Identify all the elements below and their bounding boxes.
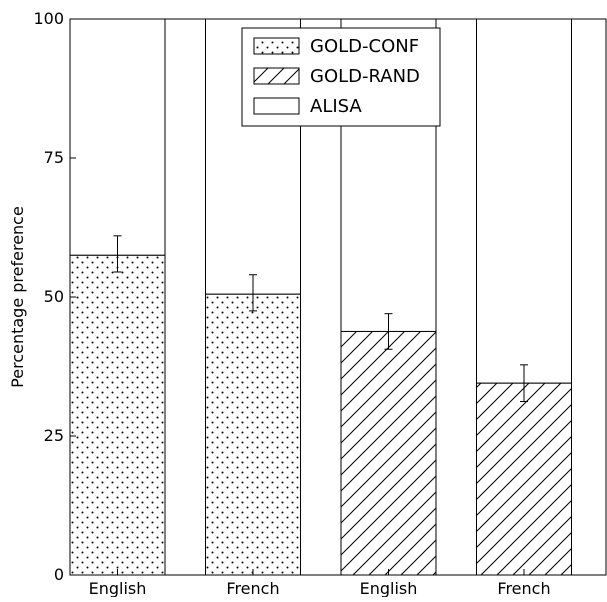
bar-segment-gold-conf: [69, 254, 166, 576]
y-tick-label: 100: [33, 9, 64, 28]
x-tick-label: French: [226, 579, 279, 597]
legend-label: GOLD-CONF: [310, 36, 419, 57]
error-bar: [249, 274, 257, 312]
y-tick-label: 75: [44, 148, 64, 167]
bar-segment-alisa: [476, 18, 572, 384]
y-tick-label: 25: [44, 426, 64, 445]
x-tick-label: English: [89, 579, 147, 597]
y-axis-label: Percentage preference: [8, 206, 27, 388]
y-tick-label: 50: [44, 287, 64, 306]
x-tick-label: French: [497, 579, 550, 597]
bar-segment-gold-conf: [205, 293, 301, 576]
legend-swatch: [253, 37, 300, 55]
x-tick-label: English: [360, 579, 418, 597]
error-bar: [113, 235, 122, 273]
error-bar: [520, 364, 528, 403]
legend-item: GOLD-CONF: [253, 36, 419, 57]
legend-item: ALISA: [253, 96, 362, 117]
legend: GOLD-CONF GOLD-RAND ALISA: [241, 27, 441, 127]
y-axis-label-group: Percentage preference: [8, 206, 27, 388]
bar-segment-gold-rand: [476, 382, 572, 576]
y-tick-label: 0: [54, 565, 64, 584]
error-bar: [384, 313, 393, 350]
legend-label: GOLD-RAND: [310, 66, 420, 87]
legend-swatch: [253, 67, 300, 85]
legend-label: ALISA: [310, 96, 362, 117]
legend-swatch: [253, 97, 300, 115]
bar-segment-gold-rand: [340, 330, 437, 576]
legend-item: GOLD-RAND: [253, 66, 420, 87]
bar-segment-alisa: [69, 18, 166, 256]
